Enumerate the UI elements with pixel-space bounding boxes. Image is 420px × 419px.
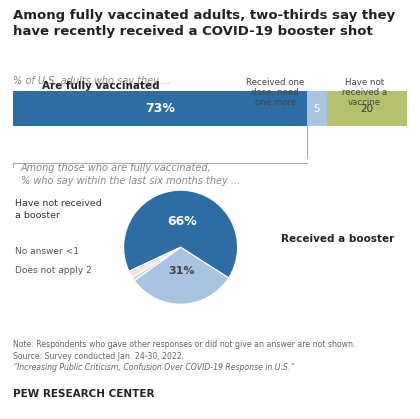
Text: “Increasing Public Criticism, Confusion Over COVID-19 Response in U.S.”: “Increasing Public Criticism, Confusion … [13, 363, 294, 372]
Wedge shape [129, 247, 181, 277]
Bar [13, 91, 307, 126]
Text: 5: 5 [313, 103, 320, 114]
Text: Received a booster: Received a booster [281, 234, 395, 244]
Text: PEW RESEARCH CENTER: PEW RESEARCH CENTER [13, 389, 154, 399]
Text: No answer <1: No answer <1 [15, 247, 79, 256]
Bar [307, 91, 327, 126]
Text: Are fully vaccinated: Are fully vaccinated [42, 80, 160, 91]
Text: Source: Survey conducted Jan. 24-30, 2022.: Source: Survey conducted Jan. 24-30, 202… [13, 352, 184, 361]
Text: 73%: 73% [145, 102, 175, 115]
Text: Have not
received a
vaccine: Have not received a vaccine [342, 78, 387, 107]
Bar [327, 91, 407, 126]
Text: Among those who are fully vaccinated,
% who say within the last six months they : Among those who are fully vaccinated, % … [21, 163, 240, 186]
Text: Does not apply 2: Does not apply 2 [15, 266, 92, 275]
Text: 31%: 31% [168, 266, 194, 276]
Wedge shape [134, 247, 228, 304]
Text: 20: 20 [360, 103, 374, 114]
Text: 66%: 66% [168, 215, 197, 228]
Wedge shape [123, 190, 238, 278]
Text: Have not received
a booster: Have not received a booster [15, 199, 102, 220]
Wedge shape [132, 247, 181, 281]
Text: Among fully vaccinated adults, two-thirds say they
have recently received a COVI: Among fully vaccinated adults, two-third… [13, 9, 395, 38]
Text: Note: Respondents who gave other responses or did not give an answer are not sho: Note: Respondents who gave other respons… [13, 340, 355, 349]
Text: Received one
dose, need
one more: Received one dose, need one more [246, 78, 304, 107]
Text: % of U.S. adults who say they ...: % of U.S. adults who say they ... [13, 76, 171, 86]
